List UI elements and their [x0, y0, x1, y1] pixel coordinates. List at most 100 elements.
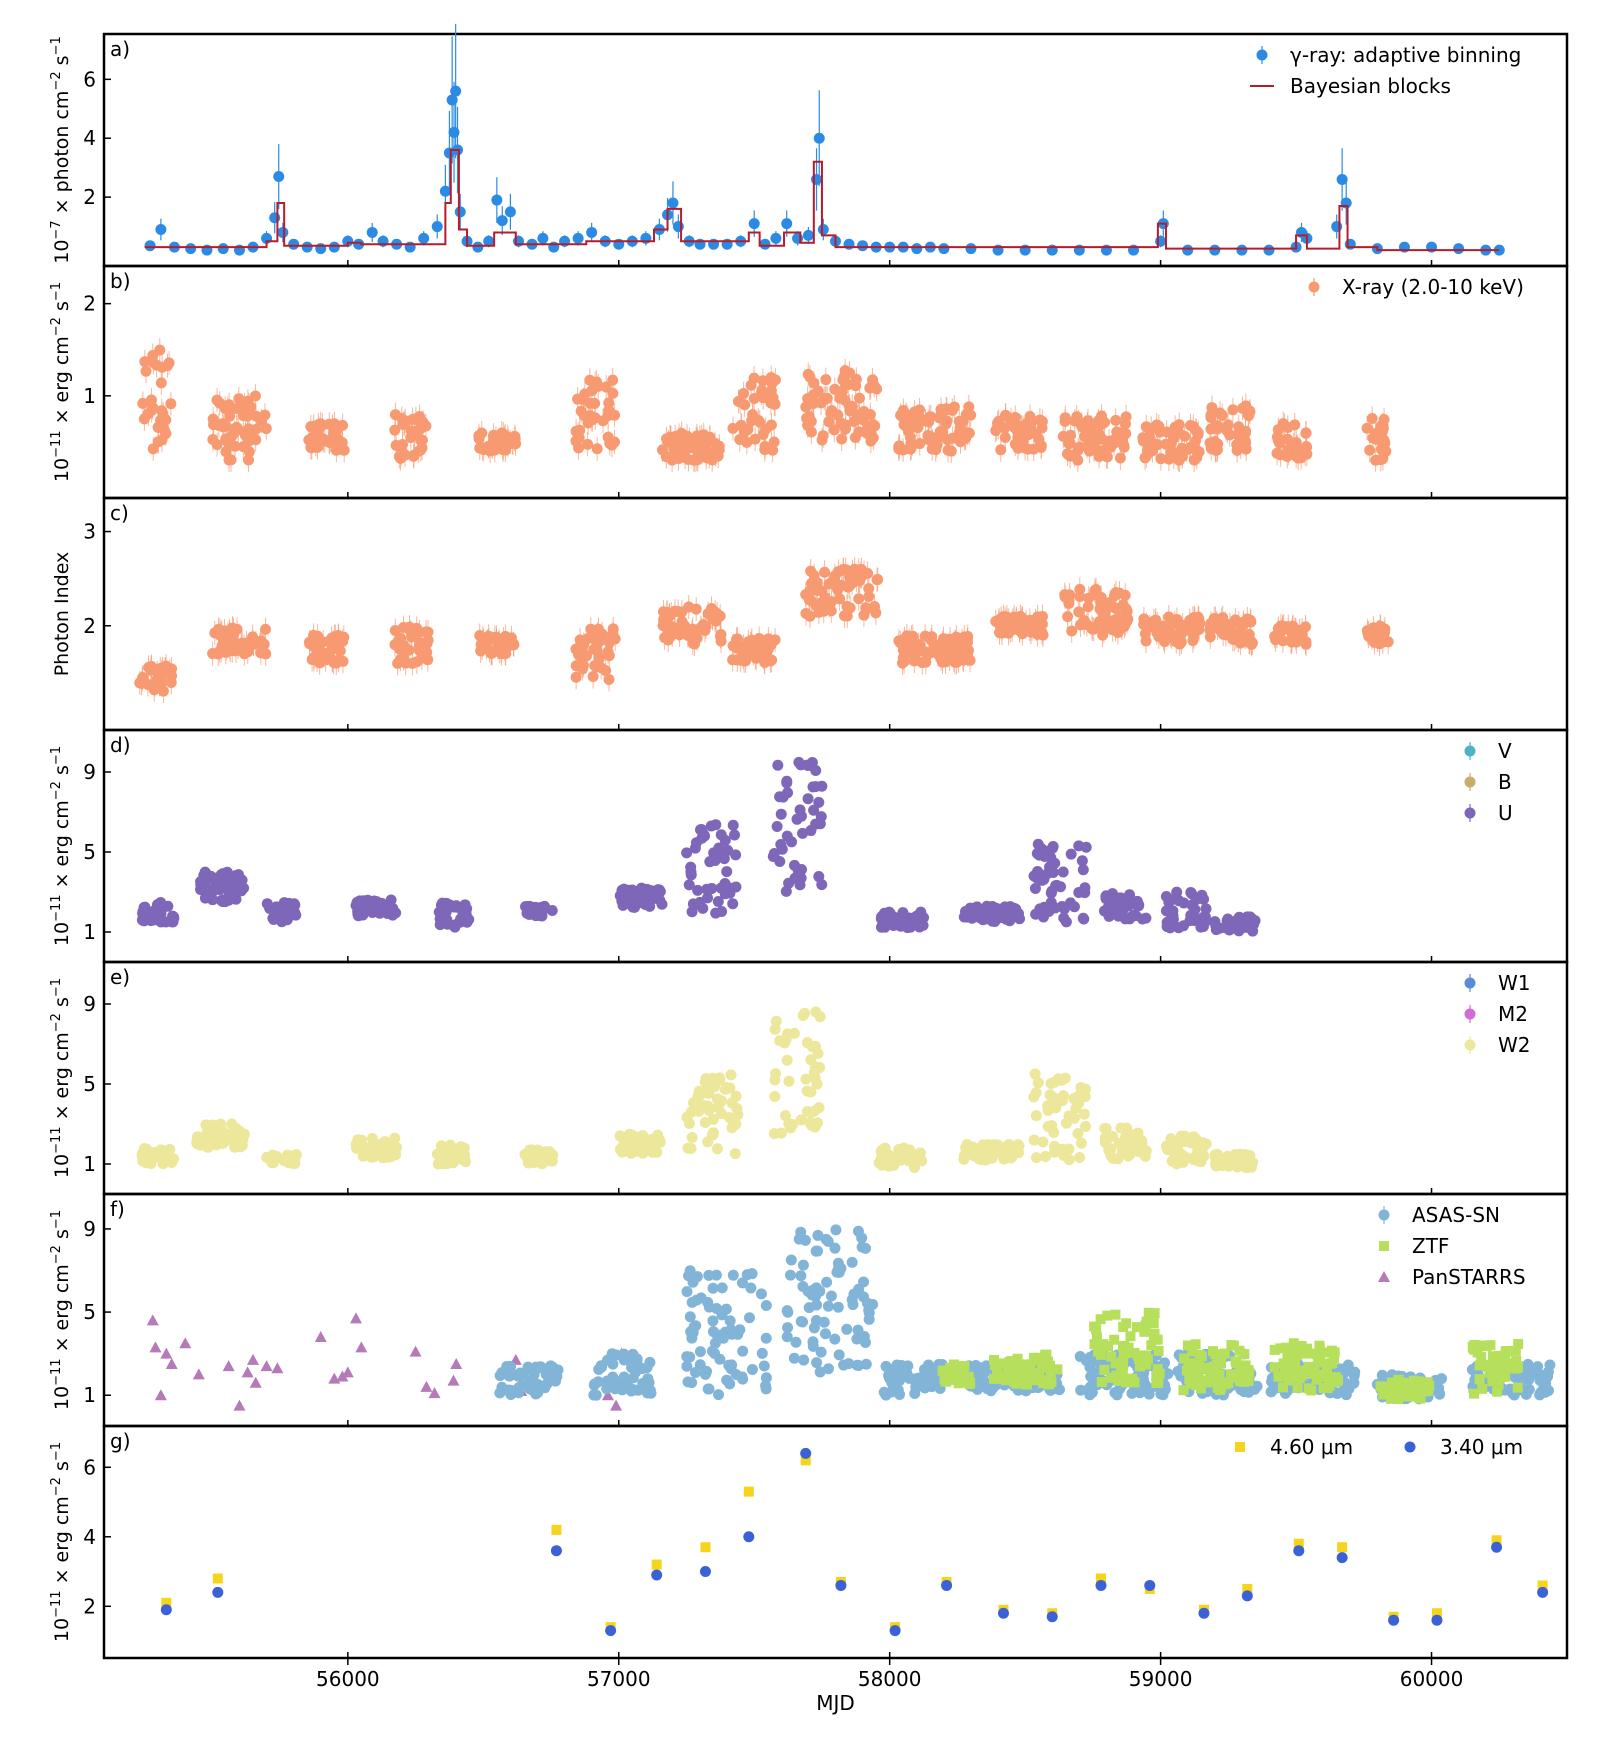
data-point — [1212, 423, 1224, 435]
data-point — [342, 235, 354, 247]
data-point — [217, 868, 229, 880]
data-point — [250, 434, 262, 446]
data-point — [137, 671, 149, 683]
data-point — [1140, 635, 1152, 647]
data-point — [645, 1144, 657, 1156]
data-point — [667, 197, 679, 209]
data-point — [1375, 454, 1387, 466]
y-label-part: −11 — [49, 1358, 64, 1385]
y-label-part: −2 — [49, 1013, 64, 1032]
data-point — [690, 1320, 702, 1332]
data-point — [241, 1366, 254, 1378]
data-point — [836, 433, 848, 445]
data-point — [1032, 838, 1044, 850]
data-point — [1066, 625, 1078, 637]
data-point — [1227, 404, 1239, 416]
data-point — [691, 632, 703, 644]
data-point — [676, 616, 688, 628]
data-point — [797, 1316, 809, 1328]
data-point — [1209, 916, 1221, 928]
panel-frame — [102, 728, 1569, 964]
data-point — [771, 820, 783, 832]
data-point — [496, 215, 508, 227]
data-point — [1108, 437, 1120, 449]
panel-e: e) 1 5 9 10−11 × erg cm−2 s−1 W1 M2 W2 — [49, 960, 1569, 1196]
data-point — [833, 565, 845, 577]
data-point — [959, 641, 971, 653]
data-point — [1043, 845, 1055, 857]
bayesian-blocks-line — [144, 149, 1500, 252]
y-label-part: −1 — [49, 1210, 64, 1229]
data-point — [821, 392, 833, 404]
data-point — [707, 1315, 719, 1327]
data-point — [137, 1155, 149, 1167]
data-point — [775, 839, 787, 851]
data-point — [1213, 620, 1225, 632]
data-point — [731, 633, 743, 645]
data-point — [483, 235, 495, 247]
panel-frame — [102, 264, 1569, 500]
series — [146, 1312, 628, 1411]
series — [136, 1006, 1259, 1174]
data-point — [499, 1367, 511, 1379]
y-tick-label: 9 — [83, 992, 96, 1016]
legend-label: X-ray (2.0-10 keV) — [1342, 275, 1524, 299]
data-point — [708, 848, 720, 860]
data-point — [1031, 847, 1043, 859]
data-point — [798, 1354, 810, 1366]
data-point — [960, 1142, 972, 1154]
data-point — [1161, 916, 1173, 928]
panel-frame — [102, 960, 1569, 1196]
y-label-part: −2 — [49, 71, 64, 90]
data-point — [711, 1302, 723, 1314]
data-point — [642, 893, 654, 905]
data-point — [406, 631, 418, 643]
y-label-part: −1 — [49, 978, 64, 997]
data-point — [727, 819, 739, 831]
data-point — [869, 600, 881, 612]
data-point — [225, 454, 237, 466]
data-point — [1052, 1073, 1064, 1085]
data-point — [929, 1378, 941, 1390]
data-point — [587, 671, 599, 683]
data-point — [829, 1333, 841, 1345]
data-point — [1084, 1352, 1096, 1364]
data-point — [436, 915, 448, 927]
data-point — [675, 446, 687, 458]
data-point — [909, 406, 921, 418]
data-point — [1004, 910, 1016, 922]
data-point — [1271, 447, 1283, 459]
data-point — [289, 899, 301, 911]
data-point — [769, 1074, 781, 1086]
data-point — [416, 418, 428, 430]
data-point — [165, 1358, 178, 1370]
data-point — [1101, 451, 1113, 463]
data-point — [1068, 1112, 1080, 1124]
y-label-part: 10 — [51, 240, 73, 264]
data-point — [455, 1141, 467, 1153]
data-point — [235, 885, 247, 897]
data-point — [586, 385, 598, 397]
data-point — [232, 869, 244, 881]
y-axis-label: 10−11 × erg cm−2 s−1 — [49, 746, 73, 946]
y-tick-label: 5 — [83, 840, 96, 864]
data-point — [860, 603, 872, 615]
data-point — [591, 443, 603, 455]
data-point — [1083, 592, 1095, 604]
data-point — [214, 884, 226, 896]
data-point — [288, 1151, 300, 1163]
data-point — [584, 374, 596, 386]
data-point — [828, 424, 840, 436]
data-point — [1285, 626, 1297, 638]
data-point — [923, 434, 935, 446]
data-point — [880, 1389, 892, 1401]
data-point — [1237, 1149, 1249, 1161]
data-point — [1176, 445, 1188, 457]
data-point — [1022, 443, 1034, 455]
data-point — [897, 405, 909, 417]
data-point — [1155, 453, 1167, 465]
data-point — [795, 1270, 807, 1282]
data-point — [156, 405, 168, 417]
data-point — [727, 1269, 739, 1281]
data-point — [654, 885, 666, 897]
